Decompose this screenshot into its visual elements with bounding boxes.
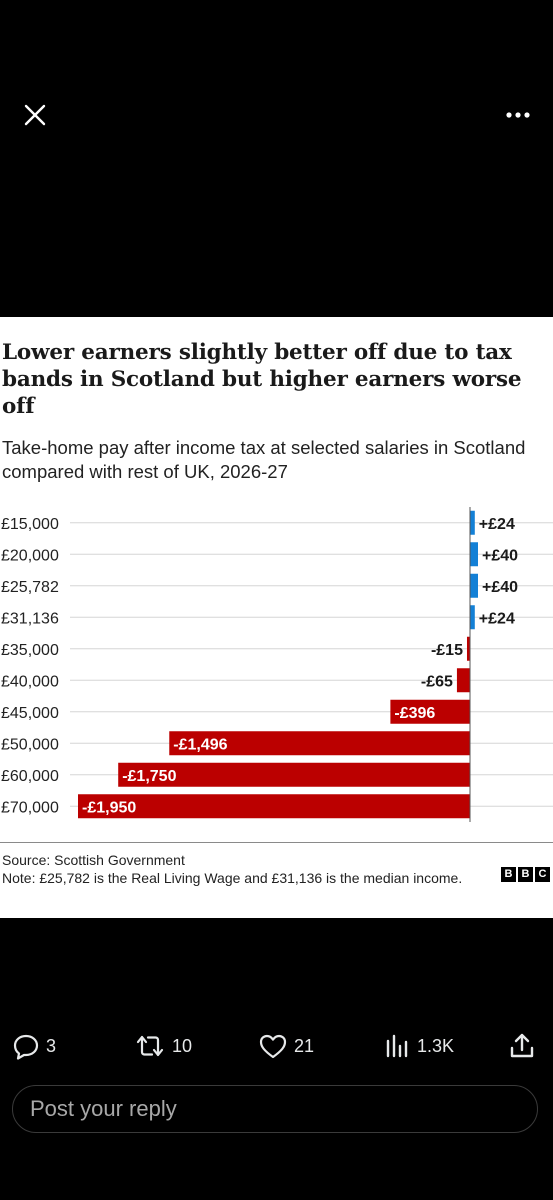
repost-button[interactable]: 10 — [134, 1026, 192, 1066]
more-options-icon — [506, 112, 530, 118]
bar — [456, 668, 470, 693]
bar — [470, 605, 475, 630]
reply-placeholder: Post your reply — [30, 1096, 177, 1121]
value-label: +£40 — [482, 547, 518, 564]
category-label: £25,782 — [1, 579, 59, 596]
bar — [470, 542, 478, 567]
chart-title: Lower earners slightly better off due to… — [2, 340, 522, 419]
post-actions-bar: 3 10 21 1.3K — [0, 1026, 553, 1066]
value-label: -£396 — [394, 705, 435, 722]
reply-count: 3 — [46, 1035, 57, 1056]
repost-count: 10 — [172, 1035, 193, 1056]
bar — [470, 573, 478, 598]
reply-icon — [13, 1034, 39, 1060]
bar — [470, 510, 475, 535]
more-options-button[interactable] — [503, 102, 533, 128]
category-label: £50,000 — [1, 736, 59, 753]
views-button[interactable]: 1.3K — [383, 1026, 454, 1066]
bbc-logo-letter: B — [501, 867, 516, 882]
value-label: -£1,950 — [82, 799, 136, 816]
share-icon — [510, 1033, 534, 1058]
chart-source: Source: Scottish Government — [2, 852, 185, 868]
value-label: +£24 — [479, 516, 515, 533]
bar — [390, 699, 470, 724]
chart-subtitle: Take-home pay after income tax at select… — [2, 437, 526, 482]
value-label: -£65 — [421, 673, 453, 690]
value-label: +£40 — [482, 579, 518, 596]
bar — [118, 762, 470, 787]
reply-button[interactable]: 3 — [12, 1026, 56, 1066]
value-label: -£1,496 — [173, 736, 227, 753]
heart-icon — [259, 1034, 287, 1059]
category-label: £15,000 — [1, 516, 59, 533]
bbc-logo-letter: C — [535, 867, 550, 882]
category-label: £60,000 — [1, 768, 59, 785]
value-label: +£24 — [479, 610, 515, 627]
views-count: 1.3K — [417, 1035, 455, 1056]
close-button[interactable] — [20, 100, 50, 130]
chart-footer: Source: Scottish Government Note: £25,78… — [0, 842, 553, 886]
bbc-logo-letter: B — [518, 867, 533, 882]
category-label: £40,000 — [1, 673, 59, 690]
value-label: -£15 — [431, 642, 463, 659]
category-label: £35,000 — [1, 642, 59, 659]
repost-icon — [136, 1035, 164, 1057]
bbc-logo: B B C — [501, 867, 550, 882]
views-chart-icon — [386, 1034, 408, 1058]
reply-input[interactable]: Post your reply — [12, 1085, 538, 1133]
bar — [78, 794, 470, 819]
close-icon — [24, 104, 46, 126]
bar-chart: £15,000 +£24 £20,000 +£40 £25,782 +£40 £31,136… — [1, 507, 553, 822]
category-label: £31,136 — [1, 610, 59, 627]
category-label: £20,000 — [1, 547, 59, 564]
value-label: -£1,750 — [122, 768, 176, 785]
like-count: 21 — [294, 1035, 315, 1056]
bar — [169, 731, 471, 756]
share-button[interactable] — [507, 1026, 537, 1066]
category-label: £45,000 — [1, 705, 59, 722]
bar — [466, 636, 470, 661]
category-label: £70,000 — [1, 799, 59, 816]
chart-image[interactable]: Lower earners slightly better off due to… — [0, 317, 553, 918]
like-button[interactable]: 21 — [258, 1026, 314, 1066]
chart-note: Note: £25,782 is the Real Living Wage an… — [2, 870, 463, 886]
